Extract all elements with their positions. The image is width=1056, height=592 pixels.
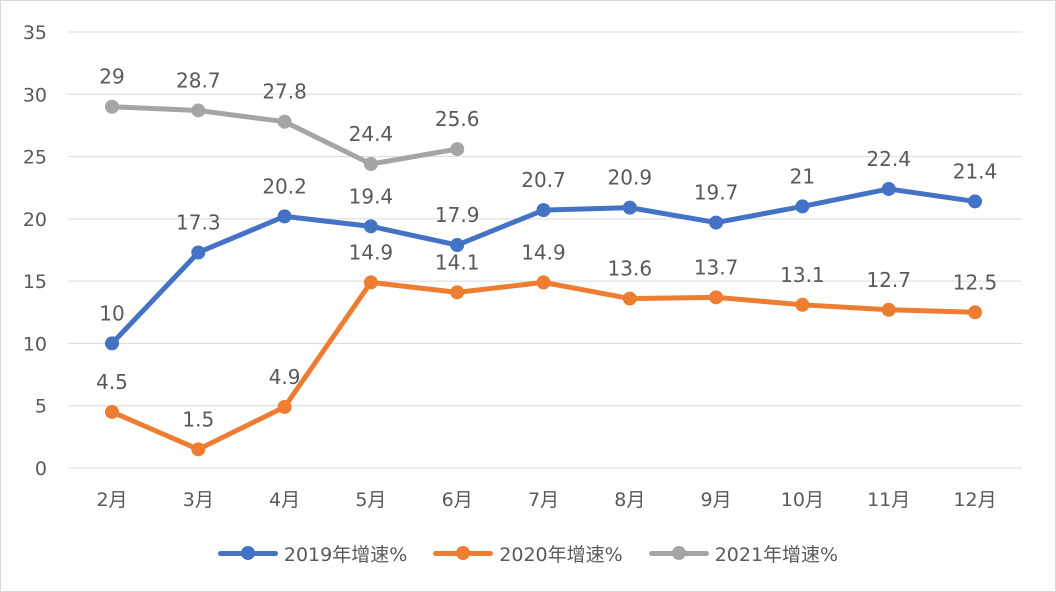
data-point: [105, 336, 119, 351]
legend-label-2019: 2019年增速%: [283, 543, 408, 566]
data-label: 27.8: [262, 80, 307, 104]
data-point: [450, 142, 465, 157]
legend-item-2019[interactable]: 2019年增速%: [217, 540, 408, 567]
legend-swatch-2019: [217, 543, 278, 563]
data-point: [105, 404, 119, 419]
data-point: [881, 302, 896, 317]
gridlines: [68, 31, 1022, 469]
data-label: 13.6: [608, 257, 653, 281]
data-point: [795, 199, 810, 214]
data-label: 4.5: [96, 370, 128, 394]
x-tick-label: 8月: [614, 489, 645, 511]
data-label: 25.6: [435, 107, 480, 131]
data-point: [536, 275, 551, 290]
data-label: 17.9: [435, 203, 480, 227]
legend-swatch-2020: [433, 543, 494, 563]
y-tick-label: 5: [35, 396, 47, 418]
data-label: 29: [99, 65, 124, 89]
data-point: [363, 219, 378, 234]
data-point: [450, 285, 465, 300]
data-label: 4.9: [269, 365, 301, 389]
data-label: 20.7: [521, 168, 566, 192]
data-label: 14.9: [349, 240, 394, 264]
data-label: 20.9: [608, 166, 653, 190]
x-tick-label: 11月: [867, 489, 910, 511]
x-tick-label: 2月: [96, 489, 127, 511]
data-point: [622, 200, 637, 215]
y-tick-label: 0: [35, 458, 47, 480]
data-point: [622, 291, 637, 306]
x-tick-label: 4月: [269, 489, 300, 511]
x-tick-label: 9月: [701, 489, 732, 511]
y-tick-label: 25: [23, 147, 47, 169]
data-label: 12.5: [953, 270, 998, 294]
x-tick-label: 6月: [442, 489, 473, 511]
x-axis-ticks: 2月 3月 4月 5月 6月 7月 8月 9月 10月 11月 12月: [96, 489, 996, 511]
series-points: [105, 99, 982, 457]
data-label: 17.3: [176, 210, 221, 234]
x-tick-label: 12月: [953, 489, 996, 511]
legend-item-2020[interactable]: 2020年增速%: [433, 540, 623, 567]
data-point: [277, 399, 292, 414]
data-point: [191, 103, 206, 118]
y-tick-label: 20: [23, 209, 47, 231]
legend-item-2021[interactable]: 2021年增速%: [648, 540, 839, 567]
data-label: 28.7: [176, 68, 221, 92]
data-point: [363, 275, 378, 290]
x-tick-label: 10月: [781, 489, 824, 511]
series-line-1: [109, 279, 978, 452]
data-point: [709, 290, 724, 305]
x-tick-label: 7月: [528, 489, 559, 511]
y-axis-ticks: 0 5 10 15 20 25 30 35: [23, 22, 47, 480]
data-point: [709, 215, 724, 230]
data-label: 21.4: [953, 159, 998, 183]
data-label: 24.4: [349, 122, 394, 146]
data-point: [795, 297, 810, 312]
data-label: 19.4: [349, 184, 394, 208]
data-label: 13.7: [694, 255, 739, 279]
data-point: [191, 442, 206, 457]
x-tick-label: 5月: [355, 489, 386, 511]
data-point: [968, 194, 982, 209]
data-label: 10: [99, 301, 124, 325]
y-tick-label: 15: [23, 271, 47, 293]
data-point: [277, 209, 292, 224]
data-point: [277, 114, 292, 129]
legend: 2019年增速% 2020年增速% 2021年增速%: [0, 538, 1056, 568]
x-tick-label: 3月: [183, 489, 214, 511]
data-point: [968, 305, 982, 320]
data-point: [363, 157, 378, 172]
data-label: 14.1: [435, 250, 480, 274]
data-point: [450, 238, 465, 253]
y-tick-label: 30: [23, 84, 47, 106]
data-point: [105, 99, 119, 114]
legend-label-2021: 2021年增速%: [714, 543, 839, 566]
data-label: 22.4: [866, 147, 911, 171]
data-point: [191, 245, 206, 260]
data-label: 14.9: [521, 240, 566, 264]
legend-swatch-2021: [648, 543, 709, 563]
data-labels: 10 17.3 20.2 19.4 17.9 20.7 20.9 19.7 21 22.4 21.4…: [96, 65, 997, 432]
legend-label-2020: 2020年增速%: [499, 543, 623, 566]
y-tick-label: 35: [23, 22, 47, 44]
data-point: [536, 203, 551, 218]
data-label: 20.2: [262, 174, 307, 198]
data-label: 13.1: [780, 263, 825, 287]
y-tick-label: 10: [23, 333, 47, 355]
data-label: 1.5: [182, 407, 214, 431]
data-label: 12.7: [866, 268, 911, 292]
data-label: 19.7: [694, 181, 739, 205]
data-point: [881, 181, 896, 196]
data-label: 21: [790, 164, 815, 188]
